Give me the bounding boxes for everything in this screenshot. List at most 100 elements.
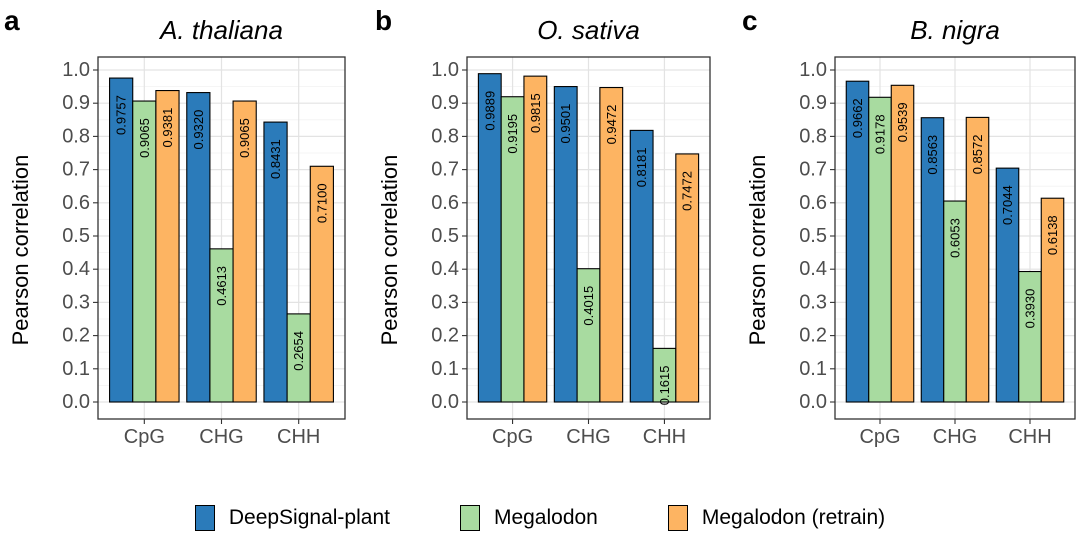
panel-a-x-tick-label: CpG [124, 426, 165, 448]
panel-c-data-label: 0.9539 [895, 102, 910, 142]
panel-b-y-tick-label: 0.8 [431, 125, 459, 147]
legend-label-deepsignal-plant: DeepSignal-plant [228, 506, 390, 529]
panel-b-data-label: 0.9195 [505, 114, 520, 154]
panel-a-x-tick-label: CHH [277, 426, 320, 448]
panel-c-y-tick-label: 0.4 [799, 258, 827, 280]
panel-c-y-tick-label: 0.7 [799, 159, 827, 181]
panel-c-data-label: 0.9662 [850, 98, 865, 138]
panel-c-x-tick-label: CHH [1008, 426, 1051, 448]
panel-a-letter: a [4, 5, 20, 36]
panel-c-letter: c [742, 5, 758, 36]
panel-a-data-label: 0.9065 [237, 118, 252, 158]
panel-c-y-tick-label: 0.6 [799, 192, 827, 214]
panel-b-x-tick-label: CpG [492, 426, 533, 448]
panel-c-data-label: 0.6053 [948, 218, 963, 258]
panel-b-x-tick-label: CHH [643, 426, 686, 448]
panel-c-data-label: 0.9178 [873, 114, 888, 154]
panel-a-title: A. thaliana [158, 15, 283, 45]
panel-a-bar [263, 121, 288, 403]
panel-a-y-axis-title: Pearson correlation [8, 155, 33, 346]
panel-a-data-label: 0.8431 [268, 139, 283, 179]
panel-b-bar [629, 129, 654, 403]
legend-item-megalodon-retrain: Megalodon (retrain) [667, 505, 886, 531]
panel-c-data-label: 0.6138 [1045, 215, 1060, 255]
panel-c-y-axis-title: Pearson correlation [745, 155, 770, 346]
panel-c-data-label: 0.8563 [925, 135, 940, 175]
panel-b-bar [675, 153, 700, 403]
panel-a-bar [309, 165, 334, 403]
panel-b-data-label: 0.9501 [558, 104, 573, 144]
panel-c-bar [965, 116, 990, 403]
panel-a-data-label: 0.9381 [160, 108, 175, 148]
panel-a-y-tick-label: 0.2 [62, 325, 90, 347]
panel-a-y-tick-label: 0.6 [62, 192, 90, 214]
panel-c-data-label: 0.3930 [1023, 289, 1038, 329]
panel-b-y-tick-label: 0.9 [431, 92, 459, 114]
panel-b-y-tick-label: 0.2 [431, 325, 459, 347]
panel-a-data-label: 0.2654 [291, 331, 306, 371]
panel-c-y-tick-label: 0.2 [799, 325, 827, 347]
legend: DeepSignal-plant Megalodon Megalodon (re… [160, 498, 920, 538]
panel-a-y-tick-label: 0.1 [62, 358, 90, 380]
panel-c-y-tick-label: 0.5 [799, 225, 827, 247]
legend-label-megalodon-retrain: Megalodon (retrain) [701, 506, 886, 529]
panel-c-title: B. nigra [910, 15, 1000, 45]
panel-c-y-tick-label: 0.0 [799, 391, 827, 413]
panel-a-bar [232, 100, 257, 403]
panel-c-y-tick-label: 0.1 [799, 358, 827, 380]
panel-a-y-tick-label: 0.4 [62, 258, 90, 280]
panel-b-data-label: 0.7472 [680, 171, 695, 211]
panel-c-y-tick-label: 1.0 [799, 59, 827, 81]
panel-a-y-tick-label: 1.0 [62, 59, 90, 81]
panel-b-y-tick-label: 0.6 [431, 192, 459, 214]
panel-c-x-tick-label: CHG [933, 426, 977, 448]
panel-c-y-tick-label: 0.9 [799, 92, 827, 114]
panel-a-y-tick-label: 0.3 [62, 291, 90, 313]
panel-b-y-axis-title: Pearson correlation [377, 155, 402, 346]
legend-label-megalodon: Megalodon [493, 506, 598, 529]
panel-c-y-tick-label: 0.3 [799, 291, 827, 313]
panel-b-data-label: 0.9472 [604, 105, 619, 145]
panel-b-data-label: 0.4015 [581, 286, 596, 326]
panel-b-y-tick-label: 0.4 [431, 258, 459, 280]
legend-item-deepsignal-plant: DeepSignal-plant [194, 505, 390, 531]
legend-swatch-deepsignal-plant [194, 505, 215, 531]
panel-b-data-label: 0.9889 [482, 91, 497, 131]
panel-b-y-tick-label: 0.1 [431, 358, 459, 380]
panel-a-data-label: 0.7100 [314, 183, 329, 223]
panel-a-data-label: 0.9320 [191, 110, 206, 150]
panel-b-data-label: 0.9815 [528, 93, 543, 133]
panel-a-y-tick-label: 0.9 [62, 92, 90, 114]
panel-b-y-tick-label: 0.0 [431, 391, 459, 413]
panel-c-x-tick-label: CpG [859, 426, 900, 448]
legend-swatch-megalodon [459, 505, 480, 531]
panel-a-x-tick-label: CHG [199, 426, 243, 448]
legend-item-megalodon: Megalodon [459, 505, 598, 531]
panel-b-letter: b [375, 5, 392, 36]
panel-c-data-label: 0.8572 [970, 135, 985, 175]
panel-b-y-tick-label: 0.3 [431, 291, 459, 313]
panel-b-y-tick-label: 0.5 [431, 225, 459, 247]
panel-b-data-label: 0.8181 [634, 148, 649, 188]
panel-b-data-label: 0.1615 [657, 365, 672, 405]
panel-a-data-label: 0.9757 [114, 95, 129, 135]
panel-b-y-tick-label: 0.7 [431, 159, 459, 181]
panel-b-bar [523, 75, 548, 403]
panel-b-x-tick-label: CHG [566, 426, 610, 448]
panel-c-data-label: 0.7044 [1000, 185, 1015, 225]
panel-a-bar [155, 90, 180, 403]
panel-c-bar [890, 84, 915, 403]
panel-b-title: O. sativa [537, 15, 640, 45]
panel-a-y-tick-label: 0.5 [62, 225, 90, 247]
panel-a-y-tick-label: 0.8 [62, 125, 90, 147]
panel-a-y-tick-label: 0.0 [62, 391, 90, 413]
panel-c-bar [1040, 197, 1065, 403]
panel-a-data-label: 0.9065 [137, 118, 152, 158]
panel-a-y-tick-label: 0.7 [62, 159, 90, 181]
panel-b-y-tick-label: 1.0 [431, 59, 459, 81]
panel-c-y-tick-label: 0.8 [799, 125, 827, 147]
panel-a-data-label: 0.4613 [214, 266, 229, 306]
legend-swatch-megalodon-retrain [667, 505, 688, 531]
panel-b-bar [599, 86, 624, 403]
